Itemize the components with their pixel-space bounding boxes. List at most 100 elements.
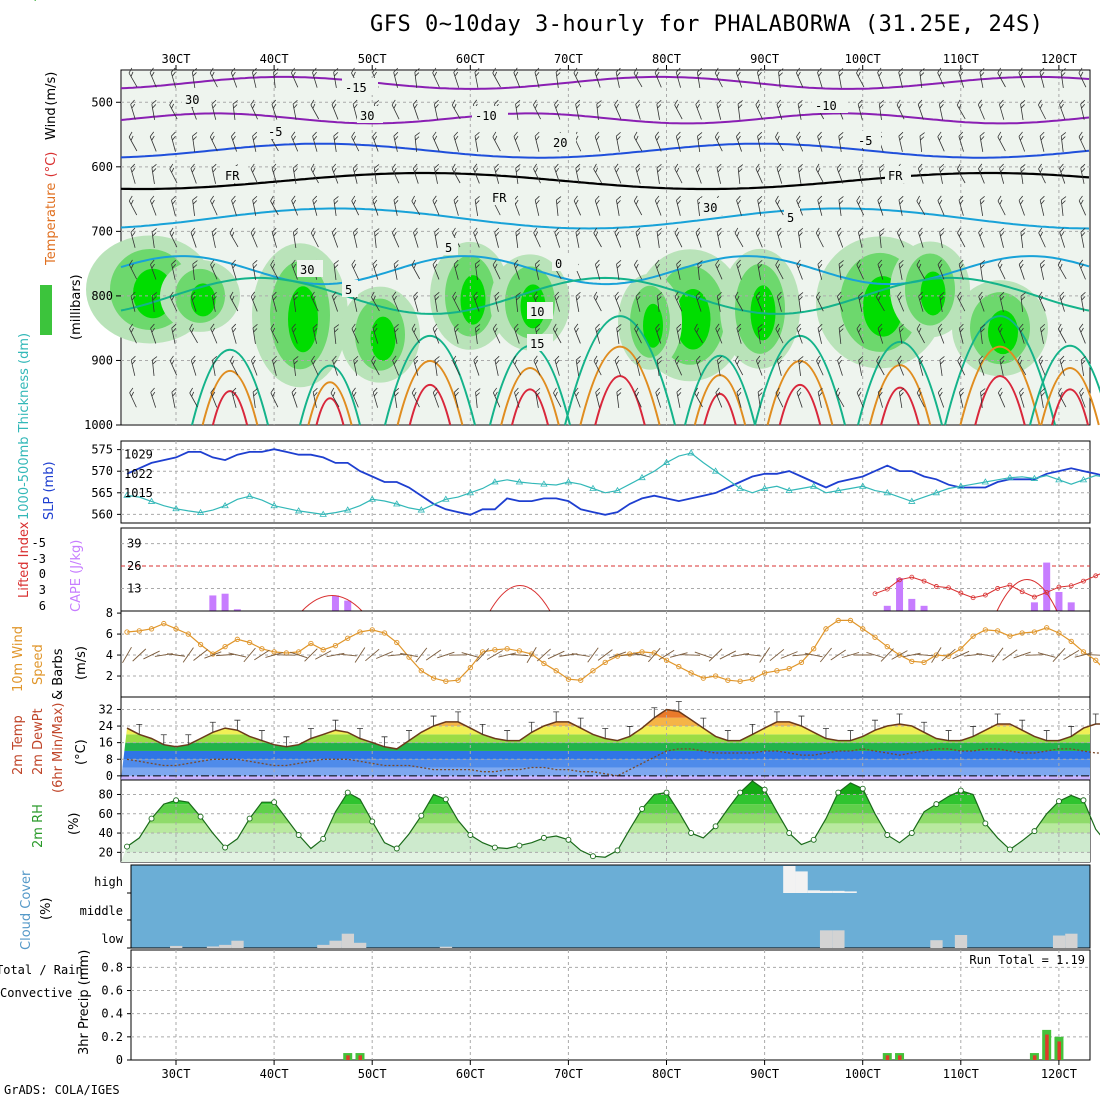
upper-wind-barb-stroke [290, 67, 299, 88]
wind-speed-marker [982, 627, 989, 633]
upper-wind-barb [434, 227, 440, 248]
thickness-marker [981, 478, 990, 485]
precip-tick-label: 0.8 [101, 960, 123, 974]
upper-wind-barb-stroke [776, 291, 782, 312]
upper-wind-barb [656, 99, 662, 120]
upper-wind-barb-stroke [229, 355, 239, 376]
upper-wind-barb-stroke [616, 195, 622, 216]
rh2m-marker [442, 796, 449, 803]
upper-wind-barb [956, 163, 966, 184]
lifted-index-marker [872, 591, 878, 597]
wind-barb [193, 649, 208, 661]
upper-wind-barb [856, 323, 864, 344]
rh2m-marker [344, 789, 351, 796]
upper-wind-barb [189, 323, 198, 344]
upper-wind-barb-stroke [128, 67, 138, 88]
upper-wind-barb-stroke [512, 355, 522, 376]
upper-wind-barb-stroke [272, 355, 277, 376]
minmax-errorbar [307, 728, 314, 739]
rh-shade-high [920, 271, 946, 316]
upper-wind-barb [149, 67, 157, 88]
upper-wind-barb [633, 195, 643, 216]
rh2m-marker [246, 815, 253, 822]
thickness-marker [957, 482, 965, 489]
upper-wind-barb [372, 259, 379, 280]
upper-wind-barb-stroke [918, 355, 924, 376]
upper-wind-barb [310, 99, 320, 120]
wind-barb [476, 648, 490, 662]
upper-wind-barb [271, 227, 277, 248]
upper-wind-barb-stroke [1080, 163, 1086, 184]
rh2m-marker [516, 842, 523, 849]
upper-wind-barb [514, 387, 520, 408]
pressure-axis-label: (millibars) [69, 274, 84, 340]
upper-wind-barb-stroke [595, 387, 601, 408]
upper-wind-barb [714, 67, 723, 88]
upper-wind-barb [1057, 323, 1067, 344]
upper-wind-barb [615, 131, 621, 152]
upper-wind-barb-stroke [432, 131, 440, 152]
upper-wind-barb [959, 387, 964, 408]
upper-wind-barb [654, 67, 662, 88]
upper-wind-barb [977, 99, 985, 120]
upper-wind-barb-stroke [453, 67, 460, 88]
upper-wind-barb [1078, 131, 1087, 152]
temp-axis-label-part: (°C) [44, 152, 59, 178]
upper-wind-barb [453, 195, 459, 216]
upper-wind-barb [1039, 67, 1045, 88]
wind-tick-label: 2 [106, 669, 113, 683]
upper-wind-barb [939, 292, 945, 312]
upper-wind-barb-stroke [190, 163, 197, 184]
temp-dome-contour [857, 341, 943, 426]
upper-wind-barb [250, 163, 258, 184]
upper-wind-barb [1057, 259, 1067, 280]
slp-axis-label-part: SLP (mb) [42, 461, 57, 520]
cloud-units-label: (%) [39, 898, 54, 921]
upper-wind-barb [796, 131, 804, 152]
temp-dome-contour [1040, 367, 1100, 426]
upper-wind-barb-stroke [575, 227, 581, 248]
thickness-marker [123, 491, 131, 498]
upper-wind-barb [938, 99, 944, 120]
upper-wind-barb [958, 195, 964, 216]
minmax-errorbar [896, 713, 903, 724]
contour-label-bg [550, 133, 576, 150]
wind-speed-marker [749, 676, 756, 682]
thickness-marker [1055, 476, 1063, 483]
minmax-errorbar [994, 713, 1001, 724]
upper-wind-barb-stroke [958, 67, 965, 88]
upper-wind-barb-stroke [817, 259, 823, 280]
upper-wind-barb [979, 260, 986, 280]
wind-speed-marker [320, 647, 326, 653]
upper-wind-barb-stroke [494, 227, 500, 248]
contour-label: FR [492, 191, 507, 205]
upper-wind-barb-stroke [351, 195, 360, 216]
upper-wind-barb [817, 387, 823, 408]
upper-wind-barb-stroke [856, 259, 864, 280]
upper-wind-barb [593, 291, 602, 312]
wind-barb [315, 650, 332, 660]
upper-wind-barb [798, 292, 804, 312]
upper-wind-barb-stroke [372, 259, 379, 280]
upper-wind-barb-stroke [633, 131, 643, 152]
wind-barb [204, 651, 222, 659]
upper-wind-barb [573, 195, 582, 216]
upper-wind-barb-stroke [716, 291, 722, 312]
upper-wind-barb-stroke [191, 68, 198, 88]
upper-wind-barb-stroke [656, 292, 663, 312]
upper-wind-barb-stroke [374, 228, 380, 248]
lifted-index-marker [1093, 573, 1099, 579]
minmax-errorbar [651, 707, 658, 718]
cloud-high-bar [819, 890, 833, 893]
cape-bar [896, 578, 904, 611]
upper-wind-barb-stroke [333, 196, 339, 216]
rh-shade-high [288, 286, 318, 353]
upper-wind-barb [1039, 195, 1045, 216]
upper-wind-barb [494, 163, 500, 184]
upper-wind-barb-stroke [434, 227, 440, 248]
contour-label-bg [222, 166, 248, 183]
wind-barb [658, 649, 675, 661]
upper-wind-barb-stroke [513, 67, 521, 88]
upper-wind-barb [999, 99, 1005, 120]
lifted-index-marker [909, 574, 915, 580]
